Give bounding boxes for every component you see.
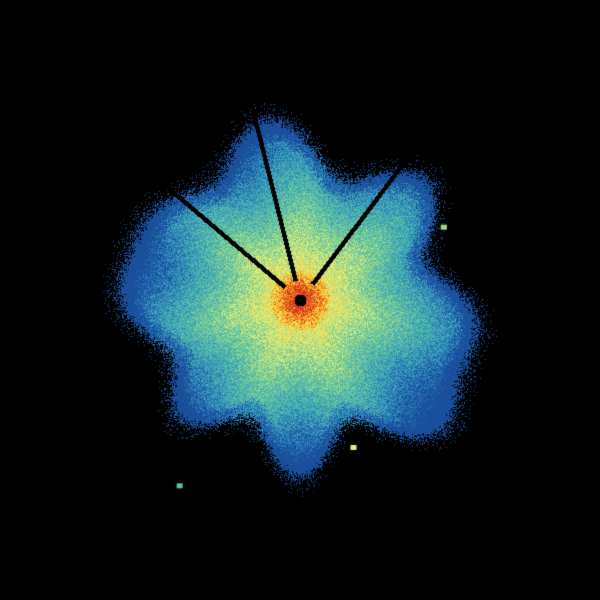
radar-reflectivity-image [0, 0, 600, 600]
radar-view [0, 0, 600, 600]
